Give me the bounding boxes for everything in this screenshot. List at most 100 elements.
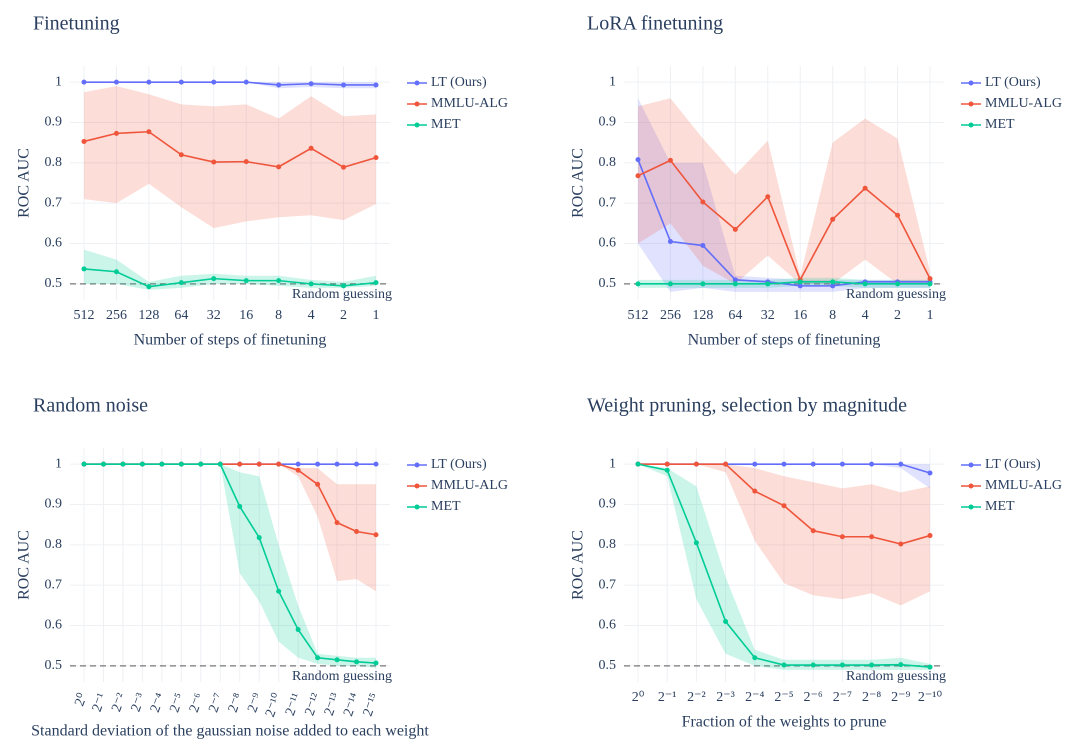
data-point: [895, 212, 901, 218]
data-point: [927, 664, 933, 670]
data-point: [256, 461, 262, 467]
confidence-band: [638, 98, 930, 292]
legend-marker: [414, 122, 420, 128]
data-point: [276, 164, 282, 170]
data-point: [198, 461, 204, 467]
y-tick-label: 0.7: [45, 195, 63, 210]
y-axis-title: ROC AUC: [570, 530, 587, 600]
x-tick-label: 4: [862, 308, 869, 323]
x-tick-label: 512: [74, 308, 95, 323]
x-tick-label: 32: [207, 308, 221, 323]
x-tick-label: 2⁻⁹: [245, 691, 266, 714]
data-point: [839, 662, 845, 668]
x-axis-title: Number of steps of finetuning: [688, 332, 881, 349]
data-point: [927, 470, 933, 476]
data-point: [211, 276, 217, 282]
x-tick-label: 2⁻¹²: [302, 691, 324, 718]
x-tick-label: 16: [793, 308, 807, 323]
x-tick-label: 2⁻³: [129, 691, 149, 714]
data-point: [664, 467, 670, 473]
x-tick-label: 2⁻¹: [658, 690, 677, 705]
y-tick-label: 0.5: [45, 276, 63, 291]
data-point: [869, 534, 875, 540]
data-point: [781, 503, 787, 509]
data-point: [797, 283, 803, 289]
baseline-label: Random guessing: [846, 669, 946, 684]
y-tick-label: 0.9: [599, 497, 617, 512]
data-point: [839, 461, 845, 467]
data-point: [159, 461, 165, 467]
x-tick-label: 8: [275, 308, 282, 323]
series-line: [637, 159, 930, 287]
data-point: [693, 540, 699, 546]
y-tick-label: 0.9: [45, 115, 63, 130]
y-tick-label: 1: [609, 74, 616, 89]
data-point: [308, 145, 314, 151]
series-line: [83, 130, 377, 169]
legend-label: MET: [985, 117, 1015, 132]
y-tick-label: 1: [609, 456, 616, 471]
series-line: [83, 268, 377, 288]
y-tick-label: 0.9: [45, 497, 63, 512]
legend-marker: [968, 462, 974, 468]
legend-label: MMLU-ALG: [985, 96, 1062, 111]
legend-label: MMLU-ALG: [985, 478, 1062, 493]
x-tick-label: 2⁻²: [687, 690, 706, 705]
y-axis-title: ROC AUC: [16, 530, 33, 600]
data-point: [927, 281, 933, 287]
x-axis-title: Fraction of the weights to prune: [682, 714, 887, 731]
x-tick-label: 16: [239, 308, 253, 323]
data-point: [354, 659, 360, 665]
data-point: [373, 660, 379, 666]
data-point: [315, 655, 321, 661]
y-axis-title: ROC AUC: [570, 148, 587, 218]
data-point: [334, 461, 340, 467]
data-point: [146, 79, 152, 85]
legend-marker: [414, 80, 420, 86]
x-tick-label: 1: [927, 308, 934, 323]
y-tick-label: 0.7: [45, 577, 63, 592]
confidence-band: [638, 464, 930, 606]
y-tick-label: 0.6: [45, 618, 63, 633]
data-point: [635, 281, 641, 287]
data-point: [869, 461, 875, 467]
data-point: [927, 276, 933, 282]
data-point: [334, 657, 340, 663]
data-point: [237, 461, 243, 467]
data-point: [810, 528, 816, 534]
data-point: [146, 129, 152, 135]
y-tick-label: 1: [55, 456, 62, 471]
y-tick-label: 0.7: [599, 577, 617, 592]
data-point: [354, 529, 360, 535]
legend-marker: [968, 122, 974, 128]
data-point: [781, 662, 787, 668]
data-point: [334, 520, 340, 526]
legend-label: MMLU-ALG: [431, 96, 508, 111]
data-point: [315, 481, 321, 487]
data-point: [178, 280, 184, 286]
data-point: [139, 461, 145, 467]
x-tick-label: 2⁻⁹: [891, 690, 910, 705]
data-point: [354, 461, 360, 467]
legend-label: MMLU-ALG: [431, 478, 508, 493]
data-point: [276, 278, 282, 284]
legend-label: LT (Ours): [431, 457, 487, 472]
x-tick-label: 128: [138, 308, 159, 323]
data-point: [700, 281, 706, 287]
data-point: [295, 461, 301, 467]
confidence-band: [84, 86, 376, 229]
confidence-band: [84, 464, 376, 668]
data-point: [869, 662, 875, 668]
legend-label: LT (Ours): [985, 75, 1041, 90]
data-point: [341, 283, 347, 289]
data-point: [862, 185, 868, 191]
data-point: [315, 461, 321, 467]
data-point: [862, 281, 868, 287]
series-line: [84, 463, 377, 664]
data-point: [373, 532, 379, 538]
legend-marker: [414, 101, 420, 107]
y-tick-label: 0.6: [599, 618, 617, 633]
x-tick-label: 4: [308, 308, 315, 323]
data-point: [146, 284, 152, 290]
